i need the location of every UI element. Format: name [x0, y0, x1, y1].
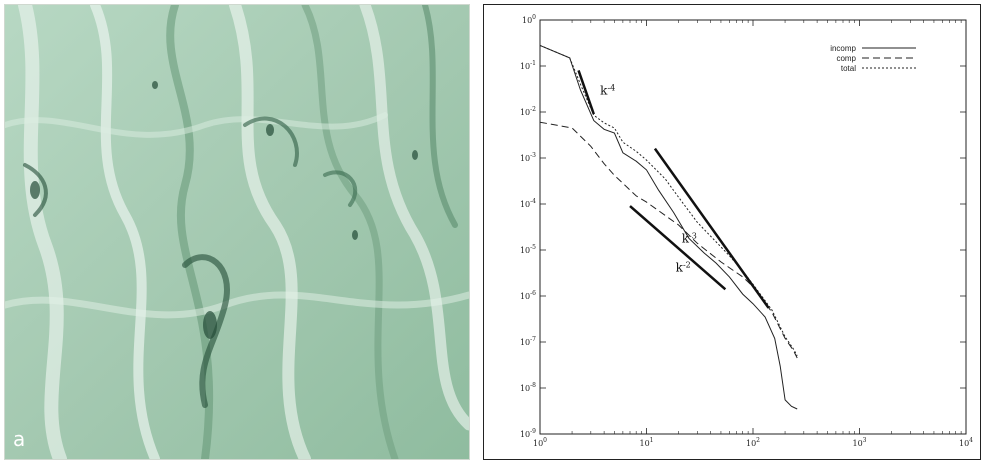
- turbulence-image: [5, 5, 469, 459]
- x-tick-label: 102: [746, 437, 760, 448]
- energy-spectrum-chart-panel: 100 101 102 103 104 100 10-1 10-2 10-3 10-4 10-5 10…: [483, 4, 981, 460]
- legend-label-comp: comp: [836, 54, 856, 63]
- reference-slope-lines: k-4 k-3 k-2: [577, 70, 770, 309]
- y-tick-label: 10-5: [520, 244, 536, 255]
- energy-spectrum-chart: 100 101 102 103 104 100 10-1 10-2 10-3 10-4 10-5 10…: [520, 14, 973, 448]
- legend-label-incomp: incomp: [830, 44, 856, 53]
- y-tick-label: 10-9: [520, 428, 536, 439]
- slope-label-k-2: k-2: [676, 261, 691, 275]
- series-line-incomp: [539, 44, 798, 410]
- y-tick-label: 100: [522, 14, 536, 25]
- x-tick-label: 101: [639, 437, 653, 448]
- y-tick-label: 10-2: [520, 106, 536, 117]
- series-lines: [539, 44, 798, 410]
- y-tick-label: 10-7: [520, 336, 536, 347]
- y-tick-label: 10-1: [520, 60, 536, 71]
- series-line-total: [539, 44, 798, 357]
- series-line-comp: [539, 121, 798, 359]
- slope-line-k-4: [577, 70, 595, 115]
- y-tick-label: 10-4: [520, 198, 536, 209]
- y-tick-label: 10-8: [520, 382, 536, 393]
- slope-label-k-3: k-3: [682, 231, 697, 245]
- y-tick-label: 10-3: [520, 152, 536, 163]
- axis-ticks: 100 101 102 103 104 100 10-1 10-2 10-3 10-4 10-5 10…: [520, 14, 973, 448]
- y-tick-label: 10-6: [520, 290, 536, 301]
- slope-label-k-4: k-4: [600, 83, 615, 97]
- plot-frame: [539, 19, 967, 435]
- panel-a-label: a: [13, 427, 26, 451]
- x-tick-label: 100: [533, 437, 547, 448]
- turbulence-image-panel: a: [4, 4, 470, 460]
- legend-label-total: total: [841, 64, 856, 73]
- slope-line-k-2: [629, 205, 727, 291]
- x-tick-label: 104: [959, 437, 973, 448]
- x-tick-label: 103: [852, 437, 866, 448]
- slope-line-k-3: [653, 147, 770, 309]
